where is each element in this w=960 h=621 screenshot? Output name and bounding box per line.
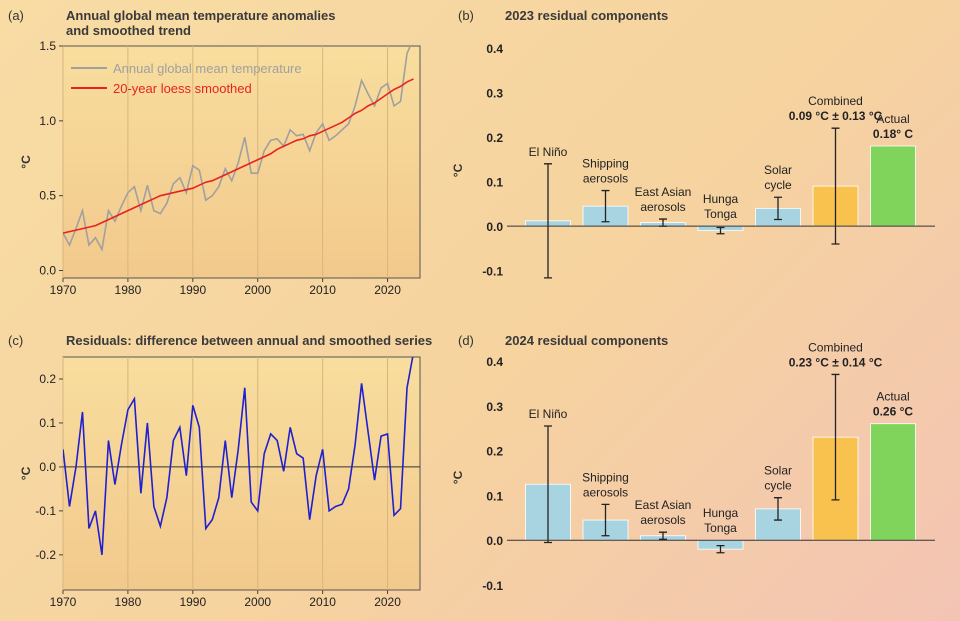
category-label: Actual xyxy=(876,390,909,404)
error-bar xyxy=(544,163,552,279)
panel-title: Residuals: difference between annual and… xyxy=(66,333,432,348)
panel-label: (a) xyxy=(8,8,24,23)
category-label: Combined xyxy=(808,340,863,354)
x-tick-label: 1980 xyxy=(115,283,142,297)
panel-label: (d) xyxy=(458,333,474,348)
error-bar xyxy=(659,531,667,540)
x-tick-label: 2000 xyxy=(244,595,271,609)
error-bar xyxy=(716,544,725,554)
panel-title: 2024 residual components xyxy=(505,333,668,348)
x-tick-label: 2010 xyxy=(309,283,336,297)
x-tick-label: 1970 xyxy=(50,595,77,609)
y-tick-label: 0.4 xyxy=(486,42,503,56)
legend-label: Annual global mean temperature xyxy=(113,61,302,76)
category-label: Actual xyxy=(876,112,909,126)
x-tick-label: 2020 xyxy=(374,283,401,297)
y-axis-label: °C xyxy=(19,155,33,169)
x-tick-label: 2000 xyxy=(244,283,271,297)
category-label: East Asian aerosols xyxy=(635,185,692,214)
category-label: El Niño xyxy=(529,407,568,421)
error-bar xyxy=(716,226,725,235)
y-axis-label: °C xyxy=(19,466,33,480)
y-tick-label: 0.2 xyxy=(486,445,503,459)
category-label: Shipping aerosols xyxy=(582,157,629,186)
panel-label: (c) xyxy=(8,333,23,348)
category-label: El Niño xyxy=(529,145,568,159)
y-tick-label: 0.3 xyxy=(486,400,503,414)
y-tick-label: 0.1 xyxy=(486,176,503,190)
series-line xyxy=(63,46,412,252)
category-label: Shipping aerosols xyxy=(582,470,629,499)
y-tick-label: 1.0 xyxy=(39,114,56,128)
y-tick-label: -0.1 xyxy=(35,504,56,518)
y-tick-label: -0.2 xyxy=(35,548,56,562)
value-label: 0.18° C xyxy=(873,127,913,141)
y-tick-label: 0.0 xyxy=(486,534,503,548)
error-bar xyxy=(831,373,840,501)
bar xyxy=(870,423,916,541)
panel-title: 2023 residual components xyxy=(505,8,668,23)
error-bar xyxy=(601,503,610,537)
error-bar xyxy=(544,425,552,544)
y-tick-label: 0.4 xyxy=(486,355,503,369)
category-label: Solar cycle xyxy=(764,464,792,493)
y-tick-label: 1.5 xyxy=(39,39,56,53)
category-label: East Asian aerosols xyxy=(635,498,692,527)
category-label: Combined xyxy=(808,94,863,108)
category-label: Solar cycle xyxy=(764,163,792,192)
y-tick-label: 0.0 xyxy=(39,460,56,474)
y-axis-label: °C xyxy=(451,470,465,484)
legend-label: 20-year loess smoothed xyxy=(113,81,252,96)
series-line xyxy=(63,357,414,555)
y-tick-label: 0.5 xyxy=(39,189,56,203)
value-label: 0.26 °C xyxy=(873,405,913,419)
error-bar xyxy=(601,189,610,223)
category-label: Hunga Tonga xyxy=(703,192,739,221)
series-line xyxy=(63,78,414,234)
x-tick-label: 2010 xyxy=(309,595,336,609)
value-label: 0.09 °C ± 0.13 °C xyxy=(789,109,883,123)
error-bar xyxy=(774,196,782,221)
y-tick-label: 0.3 xyxy=(486,87,503,101)
y-tick-label: 0.1 xyxy=(39,416,56,430)
y-tick-label: -0.1 xyxy=(482,265,503,279)
panel-label: (b) xyxy=(458,8,474,23)
x-tick-label: 1990 xyxy=(179,595,206,609)
panel-title: Annual global mean temperature anomalies… xyxy=(66,8,335,38)
y-tick-label: 0.1 xyxy=(486,489,503,503)
error-bar xyxy=(831,127,840,245)
x-tick-label: 1990 xyxy=(179,283,206,297)
bar xyxy=(870,145,916,227)
category-label: Hunga Tonga xyxy=(703,506,739,535)
y-tick-label: 0.2 xyxy=(486,131,503,145)
x-tick-label: 1970 xyxy=(50,283,77,297)
value-label: 0.23 °C ± 0.14 °C xyxy=(789,355,883,369)
x-tick-label: 1980 xyxy=(115,595,142,609)
x-tick-label: 2020 xyxy=(374,595,401,609)
y-tick-label: 0.0 xyxy=(486,220,503,234)
error-bar xyxy=(774,497,782,521)
y-tick-label: -0.1 xyxy=(482,579,503,593)
y-tick-label: 0.0 xyxy=(39,264,56,278)
y-tick-label: 0.2 xyxy=(39,372,56,386)
y-axis-label: °C xyxy=(451,163,465,177)
